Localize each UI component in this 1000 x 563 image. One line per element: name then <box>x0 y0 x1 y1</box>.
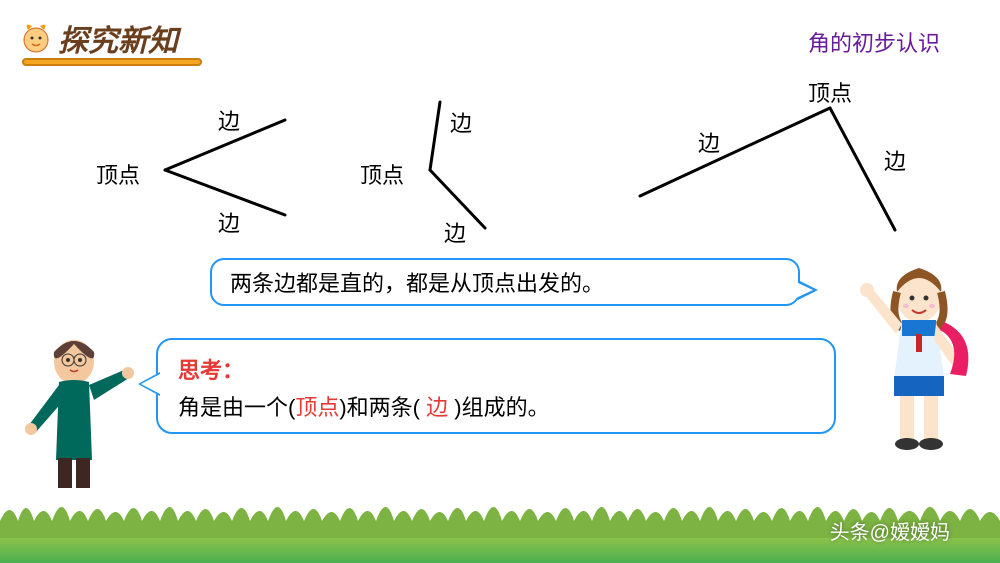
student-character <box>854 258 984 458</box>
angle1-side2-label: 边 <box>218 206 240 238</box>
angle2-vertex-label: 顶点 <box>360 158 404 190</box>
angle2-side2-label: 边 <box>444 216 466 248</box>
line-mid: )和两条( <box>339 395 426 420</box>
bubble1-tail <box>798 280 818 300</box>
speech-bubble-2: 思考： 角是由一个(顶点)和两条( 边 )组成的。 <box>156 338 836 434</box>
teacher-character <box>14 330 144 490</box>
fill-2: 边 <box>426 395 448 420</box>
angle3-side2-label: 边 <box>884 144 906 176</box>
line-prefix: 角是由一个( <box>178 395 295 420</box>
think-label: 思考： <box>178 358 244 383</box>
watermark-text: 头条@嫒嫒妈 <box>830 516 950 545</box>
angle1-vertex-label: 顶点 <box>96 158 140 190</box>
angle3-side1-label: 边 <box>698 126 720 158</box>
bubble1-text: 两条边都是直的，都是从顶点出发的。 <box>230 266 604 298</box>
fill-1: 顶点 <box>295 395 339 420</box>
line-suffix: )组成的。 <box>448 395 549 420</box>
angle2-side1-label: 边 <box>450 106 472 138</box>
angle1-side1-label: 边 <box>218 104 240 136</box>
angle3-vertex-label: 顶点 <box>808 76 852 108</box>
angles-diagram <box>0 0 1000 260</box>
speech-bubble-1: 两条边都是直的，都是从顶点出发的。 <box>210 258 800 306</box>
